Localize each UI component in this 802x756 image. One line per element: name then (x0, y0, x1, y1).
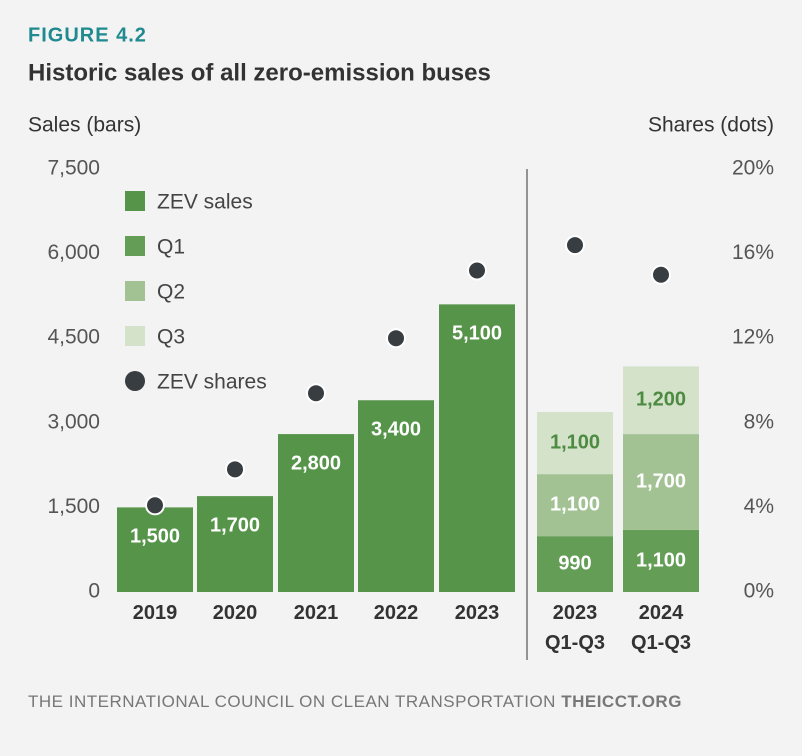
x-tick-label: 2019 (133, 602, 178, 624)
y-tick-label: 7,500 (47, 157, 100, 180)
legend-label: Q3 (157, 326, 185, 349)
dot (225, 459, 245, 480)
chart-title: Historic sales of all zero-emission buse… (28, 59, 491, 86)
value-label: 990 (558, 552, 591, 574)
y-tick-label: 4,500 (47, 326, 100, 349)
bar (278, 434, 354, 592)
dot (651, 264, 671, 285)
dot (145, 495, 165, 516)
y2-tick-label: 0% (744, 580, 774, 603)
bar (358, 400, 434, 592)
bar (117, 507, 193, 592)
value-label: 1,700 (636, 470, 686, 492)
source-name: THE INTERNATIONAL COUNCIL ON CLEAN TRANS… (28, 692, 556, 711)
y2-tick-label: 12% (732, 326, 774, 349)
x-tick-line: 2023 (455, 602, 500, 624)
x-tick-line: 2020 (213, 602, 258, 624)
x-tick-label: 2023 (455, 602, 500, 624)
value-label: 1,100 (550, 493, 600, 515)
x-tick-label: 2023 Q1-Q3 (545, 602, 605, 654)
x-tick-label: 2021 (294, 602, 339, 624)
value-label: 1,100 (550, 431, 600, 453)
x-tick-line: 2021 (294, 602, 339, 624)
y-tick-label: 1,500 (47, 495, 100, 518)
y2-axis-label: Shares (dots) (648, 114, 774, 137)
bar (439, 304, 515, 592)
y2-tick-label: 16% (732, 241, 774, 264)
value-label: 2,800 (291, 452, 341, 474)
y2-tick-label: 20% (732, 157, 774, 180)
x-tick-line: 2019 (133, 602, 178, 624)
dot (386, 328, 406, 349)
bar (537, 474, 613, 537)
bar (623, 366, 699, 435)
bar (197, 496, 273, 592)
x-tick-line: 2022 (374, 602, 419, 624)
legend-label: ZEV sales (157, 191, 253, 214)
figure-label: FIGURE 4.2 (28, 24, 147, 46)
x-tick-line: Q1-Q3 (545, 632, 605, 654)
legend-swatch (125, 191, 145, 211)
bar (537, 412, 613, 475)
legend-swatch (125, 281, 145, 301)
bar (537, 536, 613, 592)
y-axis-label: Sales (bars) (28, 114, 141, 137)
legend-label: Q1 (157, 236, 185, 259)
y-tick-label: 6,000 (47, 241, 100, 264)
y-tick-label: 0 (88, 580, 100, 603)
value-label: 1,500 (130, 526, 180, 548)
x-tick-line: 2024 (639, 602, 684, 624)
source-url: THEICCT.ORG (561, 692, 682, 711)
dot (306, 383, 326, 404)
bar (623, 434, 699, 530)
x-tick-label: 2020 (213, 602, 258, 624)
value-label: 1,200 (636, 389, 686, 411)
x-tick-label: 2024 Q1-Q3 (631, 602, 691, 654)
legend-dot (125, 371, 145, 391)
dot (467, 260, 487, 281)
dot (565, 235, 585, 256)
x-tick-line: Q1-Q3 (631, 632, 691, 654)
y2-tick-label: 4% (744, 495, 774, 518)
source: THE INTERNATIONAL COUNCIL ON CLEAN TRANS… (28, 692, 682, 711)
value-label: 3,400 (371, 419, 421, 441)
y2-tick-label: 8% (744, 410, 774, 433)
value-label: 1,700 (210, 514, 260, 536)
legend-label: Q2 (157, 281, 185, 304)
x-tick-label: 2022 (374, 602, 419, 624)
y-tick-label: 3,000 (47, 410, 100, 433)
legend-label: ZEV shares (157, 371, 267, 394)
legend-swatch (125, 326, 145, 346)
legend-swatch (125, 236, 145, 256)
x-tick-line: 2023 (553, 602, 598, 624)
value-label: 5,100 (452, 323, 502, 345)
value-label: 1,100 (636, 549, 686, 571)
bar (623, 529, 699, 592)
